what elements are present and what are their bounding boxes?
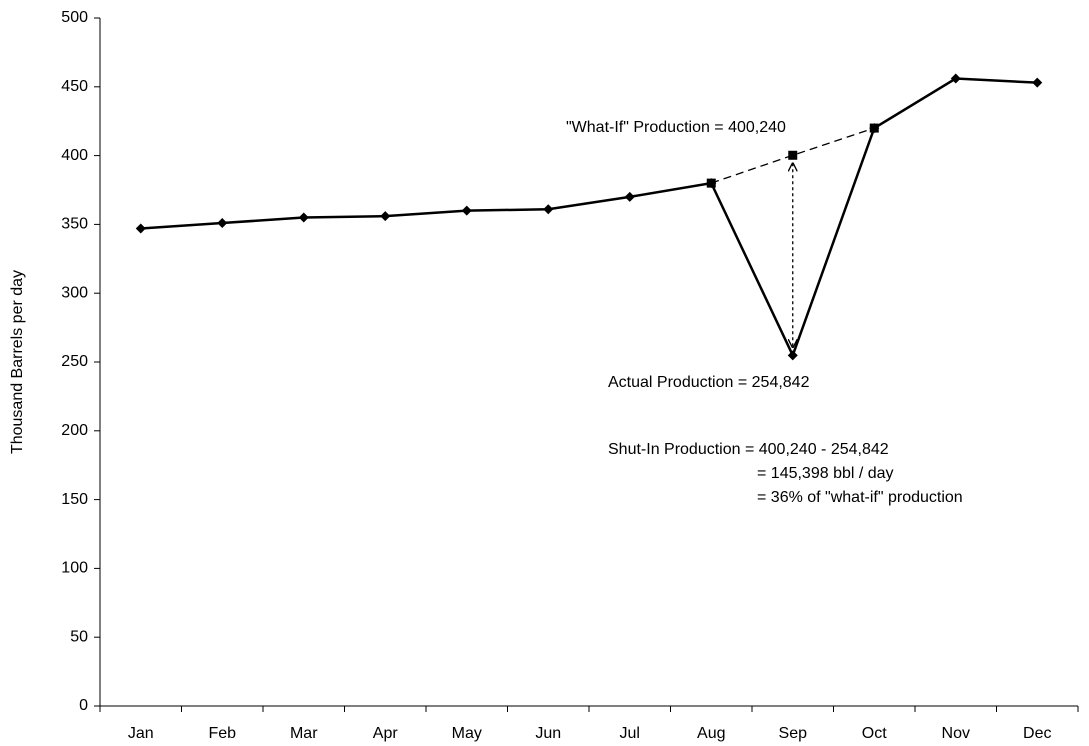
marker [624,191,635,202]
marker [869,123,879,133]
marker [298,212,309,223]
marker [135,223,146,234]
y-tick-label: 500 [61,9,88,26]
marker [706,178,716,188]
x-tick-label: Oct [862,725,887,742]
annotation: = 36% of "what-if" production [757,489,963,506]
marker [788,150,798,160]
x-tick-label: Jan [128,725,154,742]
series-line [711,127,875,184]
x-tick-label: Mar [290,725,318,742]
x-tick-label: Aug [697,725,725,742]
y-tick-label: 100 [61,560,88,577]
y-tick-label: 400 [61,147,88,164]
y-tick-label: 450 [61,78,88,95]
marker [380,211,391,222]
x-tick-label: Sep [779,725,808,742]
annotation: Actual Production = 254,842 [608,374,810,391]
y-tick-label: 0 [79,697,88,714]
marker [461,205,472,216]
annotation: = 145,398 bbl / day [757,465,894,482]
x-tick-label: Nov [942,725,970,742]
y-tick-label: 50 [70,628,88,645]
x-tick-label: Jun [535,725,561,742]
marker [1032,77,1043,88]
series-line [140,77,1038,359]
marker [543,204,554,215]
x-tick-label: Dec [1023,725,1051,742]
x-tick-label: Apr [373,725,399,742]
annotation: Shut-In Production = 400,240 - 254,842 [608,441,889,458]
annotation: "What-If" Production = 400,240 [566,119,786,136]
y-tick-label: 250 [61,353,88,370]
y-tick-label: 350 [61,216,88,233]
y-tick-label: 150 [61,491,88,508]
marker [950,73,961,84]
x-tick-label: Jul [620,725,640,742]
x-tick-label: May [452,725,482,742]
y-tick-label: 200 [61,422,88,439]
y-tick-label: 300 [61,284,88,301]
marker [787,350,798,361]
marker [217,218,228,229]
x-tick-label: Feb [208,725,236,742]
y-axis-label: Thousand Barrels per day [9,270,26,454]
